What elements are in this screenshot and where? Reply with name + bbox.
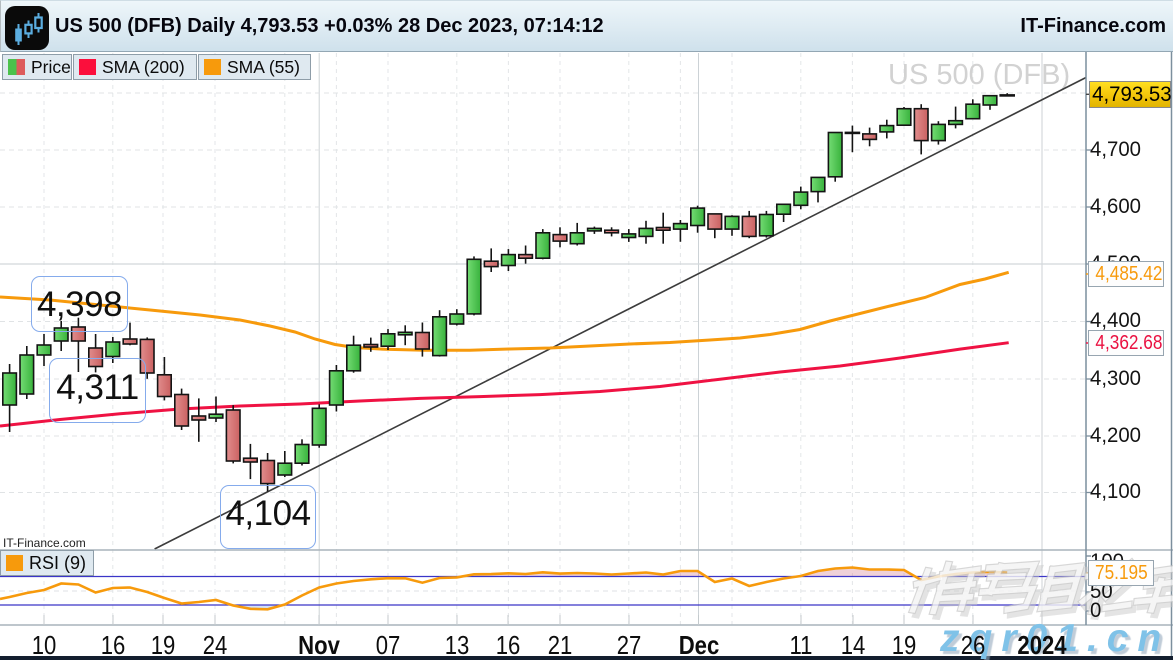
svg-text:US 500 (DFB): US 500 (DFB)	[888, 59, 1070, 91]
